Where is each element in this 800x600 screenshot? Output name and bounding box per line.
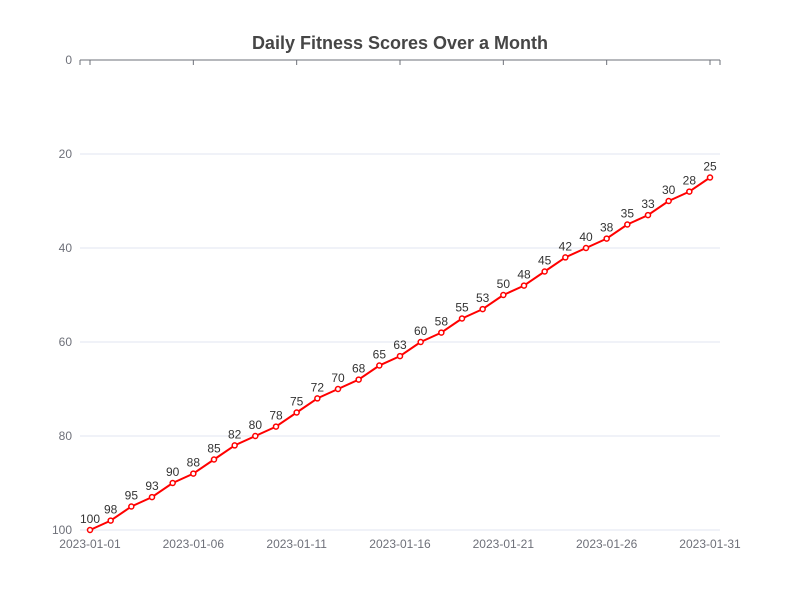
x-tick-label: 2023-01-11 [266,537,327,551]
data-point [520,282,528,289]
y-tick-label: 100 [52,523,72,537]
y-tick-label: 0 [65,53,72,67]
data-label: 28 [683,174,697,188]
x-tick-label: 2023-01-21 [473,537,535,551]
data-point [355,376,362,383]
data-label: 33 [641,197,655,211]
data-point [231,442,238,449]
data-point [438,329,445,336]
data-label: 25 [703,160,717,174]
data-label: 55 [455,301,469,315]
x-tick-label: 2023-01-01 [59,537,121,551]
grid [80,153,720,531]
data-label: 72 [311,380,325,394]
data-point [169,479,176,487]
data-point [582,244,590,252]
data-point [624,221,631,228]
data-point [314,395,321,402]
data-point [500,291,507,299]
data-label: 63 [393,338,407,352]
data-point [252,432,259,440]
data-label: 88 [187,456,201,470]
data-point [479,305,486,313]
data-point [603,235,610,242]
data-point [272,423,280,430]
data-label: 45 [538,254,552,268]
data-points [86,174,714,534]
y-tick-label: 40 [59,241,73,255]
x-tick-label: 2023-01-31 [679,537,741,551]
data-label: 68 [352,362,366,376]
x-tick-label: 2023-01-06 [163,537,225,551]
data-label: 78 [269,409,283,423]
data-label: 70 [331,371,345,385]
data-point [210,456,218,463]
data-point [86,526,94,534]
data-labels: 100 98 95 93 90 88 85 82 80 78 75 72 70 68 65 63 60 58 55 5… [80,160,717,527]
data-label: 98 [104,503,118,517]
data-point [417,338,424,346]
y-tick-label: 80 [59,429,73,443]
data-point [665,197,672,205]
data-point [190,470,197,477]
data-label: 60 [414,324,428,338]
data-point [562,254,569,261]
data-label: 40 [579,230,593,244]
data-label: 65 [373,348,387,362]
data-point [396,352,404,360]
data-label: 85 [207,442,221,456]
data-point [458,315,466,322]
data-label: 30 [662,183,676,197]
data-point [376,362,383,369]
x-tick-label: 2023-01-16 [369,537,431,551]
data-point [148,493,156,501]
data-label: 50 [497,277,511,291]
data-point [107,517,114,524]
data-label: 93 [145,479,159,493]
data-label: 38 [600,221,614,235]
data-point [334,385,342,393]
data-label: 42 [559,239,573,253]
data-label: 80 [249,418,263,432]
chart-title: Daily Fitness Scores Over a Month [252,33,548,53]
data-point [128,503,135,510]
data-point [686,188,693,195]
data-label: 35 [621,207,635,221]
data-label: 82 [228,427,242,441]
y-tick-label: 60 [59,335,73,349]
data-label: 58 [435,315,449,329]
data-label: 75 [290,395,304,409]
data-point [706,174,714,181]
data-point [293,409,300,416]
data-point [541,268,548,275]
data-label: 90 [166,465,180,479]
data-label: 100 [80,512,100,526]
data-label: 95 [125,489,139,503]
data-point [644,211,652,219]
data-label: 48 [517,268,531,282]
y-tick-label: 20 [59,147,73,161]
data-label: 53 [476,291,490,305]
x-tick-label: 2023-01-26 [576,537,638,551]
